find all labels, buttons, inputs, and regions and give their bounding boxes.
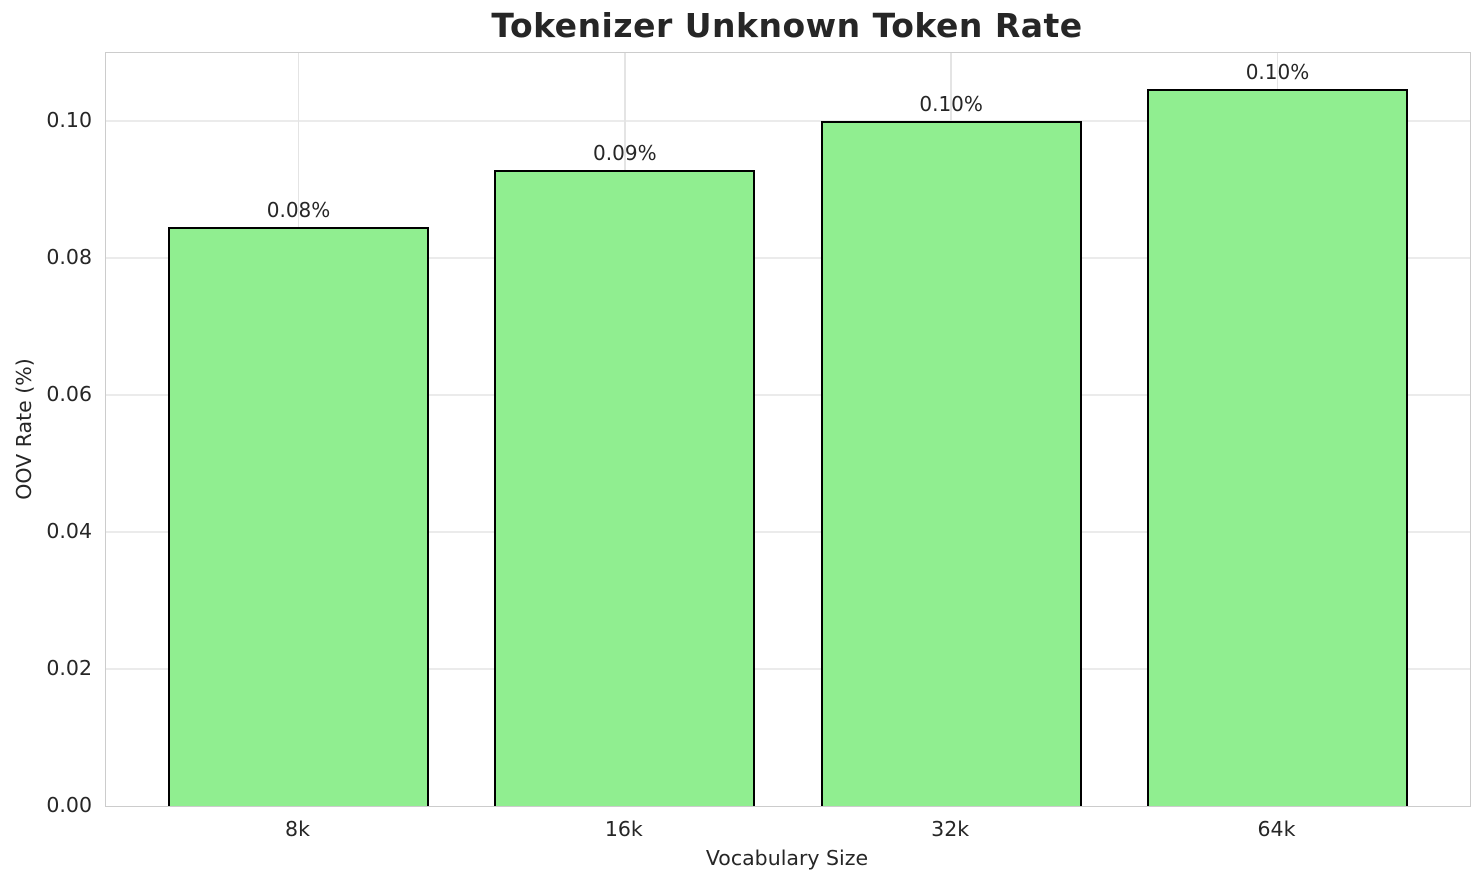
y-tick-label: 0.06 — [46, 381, 92, 406]
bar-value-label: 0.10% — [1245, 59, 1310, 84]
gridline-y — [106, 257, 1470, 259]
y-tick-label: 0.08 — [46, 244, 92, 269]
y-tick-label: 0.04 — [46, 518, 92, 543]
bar-value-label: 0.09% — [593, 141, 657, 166]
gridline-y — [106, 394, 1470, 396]
y-tick-label: 0.10 — [46, 107, 92, 132]
x-axis-label: Vocabulary Size — [705, 846, 869, 870]
y-axis-label: OOV Rate (%) — [12, 358, 36, 500]
x-tick-label: 64k — [1257, 817, 1296, 841]
x-tick-label: 32k — [931, 817, 970, 841]
x-tick-label: 16k — [604, 817, 643, 841]
bar-value-label: 0.10% — [919, 91, 983, 116]
plot-area: 0.08% 0.09% 0.10% 0.10% — [105, 52, 1471, 807]
x-tick-label: 8k — [285, 817, 310, 841]
gridline-y — [106, 668, 1470, 670]
gridline-y — [106, 531, 1470, 533]
bar — [820, 120, 1082, 806]
bar-value-label: 0.08% — [266, 198, 331, 223]
y-tick-label: 0.00 — [46, 793, 92, 817]
gridline-y — [106, 120, 1470, 122]
y-tick-label: 0.02 — [46, 655, 92, 680]
bar — [1146, 88, 1408, 806]
chart-title: Tokenizer Unknown Token Rate — [491, 6, 1083, 45]
bar — [168, 227, 430, 806]
bar — [494, 170, 756, 806]
